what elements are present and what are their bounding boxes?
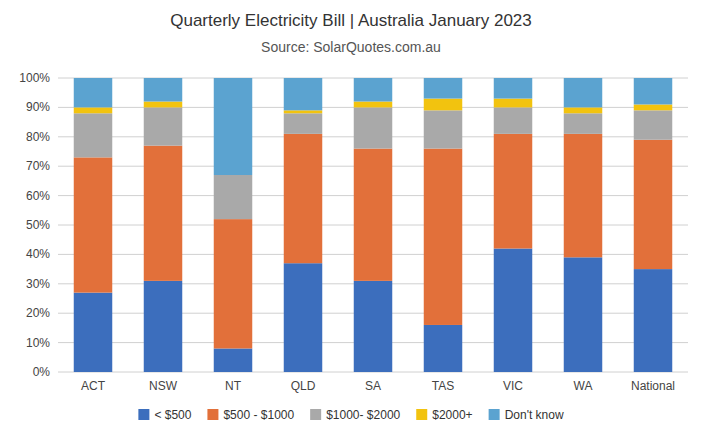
bar-segment bbox=[74, 157, 113, 292]
y-tick-label: 10% bbox=[26, 336, 50, 350]
bar-segment bbox=[284, 134, 323, 263]
legend-label: $2000+ bbox=[432, 408, 472, 422]
bar-segment bbox=[424, 78, 463, 99]
bar-segment bbox=[494, 99, 533, 108]
legend-swatch bbox=[310, 409, 321, 420]
y-tick-label: 80% bbox=[26, 130, 50, 144]
title: Quarterly Electricity Bill | Australia J… bbox=[170, 11, 532, 30]
bar-segment bbox=[74, 293, 113, 372]
legend-label: $500 - $1000 bbox=[223, 408, 294, 422]
y-tick-label: 60% bbox=[26, 189, 50, 203]
x-tick-label: TAS bbox=[432, 379, 454, 393]
bar-segment bbox=[564, 107, 603, 113]
legend-swatch bbox=[416, 409, 427, 420]
bar-segment bbox=[74, 107, 113, 113]
bar-segment bbox=[144, 78, 183, 102]
bar-segment bbox=[634, 104, 673, 110]
bar-segment bbox=[144, 107, 183, 145]
bar-segment bbox=[424, 110, 463, 148]
bar-segment bbox=[564, 134, 603, 257]
bar-segment bbox=[494, 134, 533, 249]
legend-item: $1000- $2000 bbox=[310, 408, 400, 422]
bar-segment bbox=[144, 102, 183, 108]
legend-label: $1000- $2000 bbox=[326, 408, 400, 422]
y-tick-label: 100% bbox=[19, 71, 50, 85]
bar-segment bbox=[354, 102, 393, 108]
bar-segment bbox=[494, 78, 533, 99]
bar-segment bbox=[214, 175, 253, 219]
bar-segment bbox=[564, 113, 603, 134]
series bbox=[74, 107, 673, 219]
bars bbox=[74, 78, 673, 372]
bar-segment bbox=[284, 78, 323, 110]
y-tick-label: 0% bbox=[33, 365, 51, 379]
bar-segment bbox=[354, 281, 393, 372]
y-tick-label: 20% bbox=[26, 306, 50, 320]
bar-segment bbox=[74, 113, 113, 157]
bar-segment bbox=[74, 78, 113, 107]
legend-item: Don't know bbox=[489, 408, 564, 422]
legend-label: Don't know bbox=[505, 408, 564, 422]
bar-segment bbox=[284, 263, 323, 372]
x-tick-label: VIC bbox=[503, 379, 523, 393]
bar-segment bbox=[634, 110, 673, 139]
bar-segment bbox=[354, 78, 393, 102]
bar-segment bbox=[494, 249, 533, 372]
x-tick-label: SA bbox=[365, 379, 381, 393]
x-tick-label: QLD bbox=[291, 379, 316, 393]
chart: Quarterly Electricity Bill | Australia J… bbox=[0, 0, 702, 440]
bar-segment bbox=[424, 149, 463, 325]
bar-segment bbox=[354, 107, 393, 148]
x-tick-label: NSW bbox=[149, 379, 178, 393]
y-tick-label: 90% bbox=[26, 100, 50, 114]
y-tick-label: 70% bbox=[26, 159, 50, 173]
legend-item: $500 - $1000 bbox=[207, 408, 294, 422]
bar-segment bbox=[634, 269, 673, 372]
legend-label: < $500 bbox=[154, 408, 191, 422]
bar-segment bbox=[634, 140, 673, 269]
y-tick-label: 50% bbox=[26, 218, 50, 232]
legend-swatch bbox=[207, 409, 218, 420]
bar-segment bbox=[284, 110, 323, 113]
legend-swatch bbox=[138, 409, 149, 420]
bar-segment bbox=[564, 78, 603, 107]
bar-segment bbox=[494, 107, 533, 133]
bar-segment bbox=[214, 78, 253, 175]
bar-segment bbox=[144, 146, 183, 281]
x-axis: ACT NSW NT QLD SA TAS VIC WA National bbox=[81, 379, 675, 393]
bar-segment bbox=[284, 113, 323, 134]
series bbox=[74, 78, 673, 175]
y-axis: 0% 10% 20% 30% 40% 50% 60% 70% 80% 90% 100% bbox=[19, 71, 688, 379]
bar-segment bbox=[354, 149, 393, 281]
bar-segment bbox=[424, 99, 463, 111]
legend: < $500 $500 - $1000 $1000- $2000 $2000+ Don'… bbox=[138, 408, 564, 422]
subtitle: Source: SolarQuotes.com.au bbox=[261, 39, 441, 55]
bar-segment bbox=[634, 78, 673, 104]
y-tick-label: 30% bbox=[26, 277, 50, 291]
x-tick-label: NT bbox=[225, 379, 242, 393]
legend-item: $2000+ bbox=[416, 408, 472, 422]
x-tick-label: ACT bbox=[81, 379, 106, 393]
series bbox=[74, 134, 673, 349]
legend-item: < $500 bbox=[138, 408, 191, 422]
x-tick-label: WA bbox=[574, 379, 593, 393]
legend-swatch bbox=[489, 409, 500, 420]
x-tick-label: National bbox=[631, 379, 675, 393]
bar-segment bbox=[214, 348, 253, 372]
bar-segment bbox=[424, 325, 463, 372]
bar-segment bbox=[564, 257, 603, 372]
bar-segment bbox=[144, 281, 183, 372]
bar-segment bbox=[214, 219, 253, 348]
y-tick-label: 40% bbox=[26, 247, 50, 261]
